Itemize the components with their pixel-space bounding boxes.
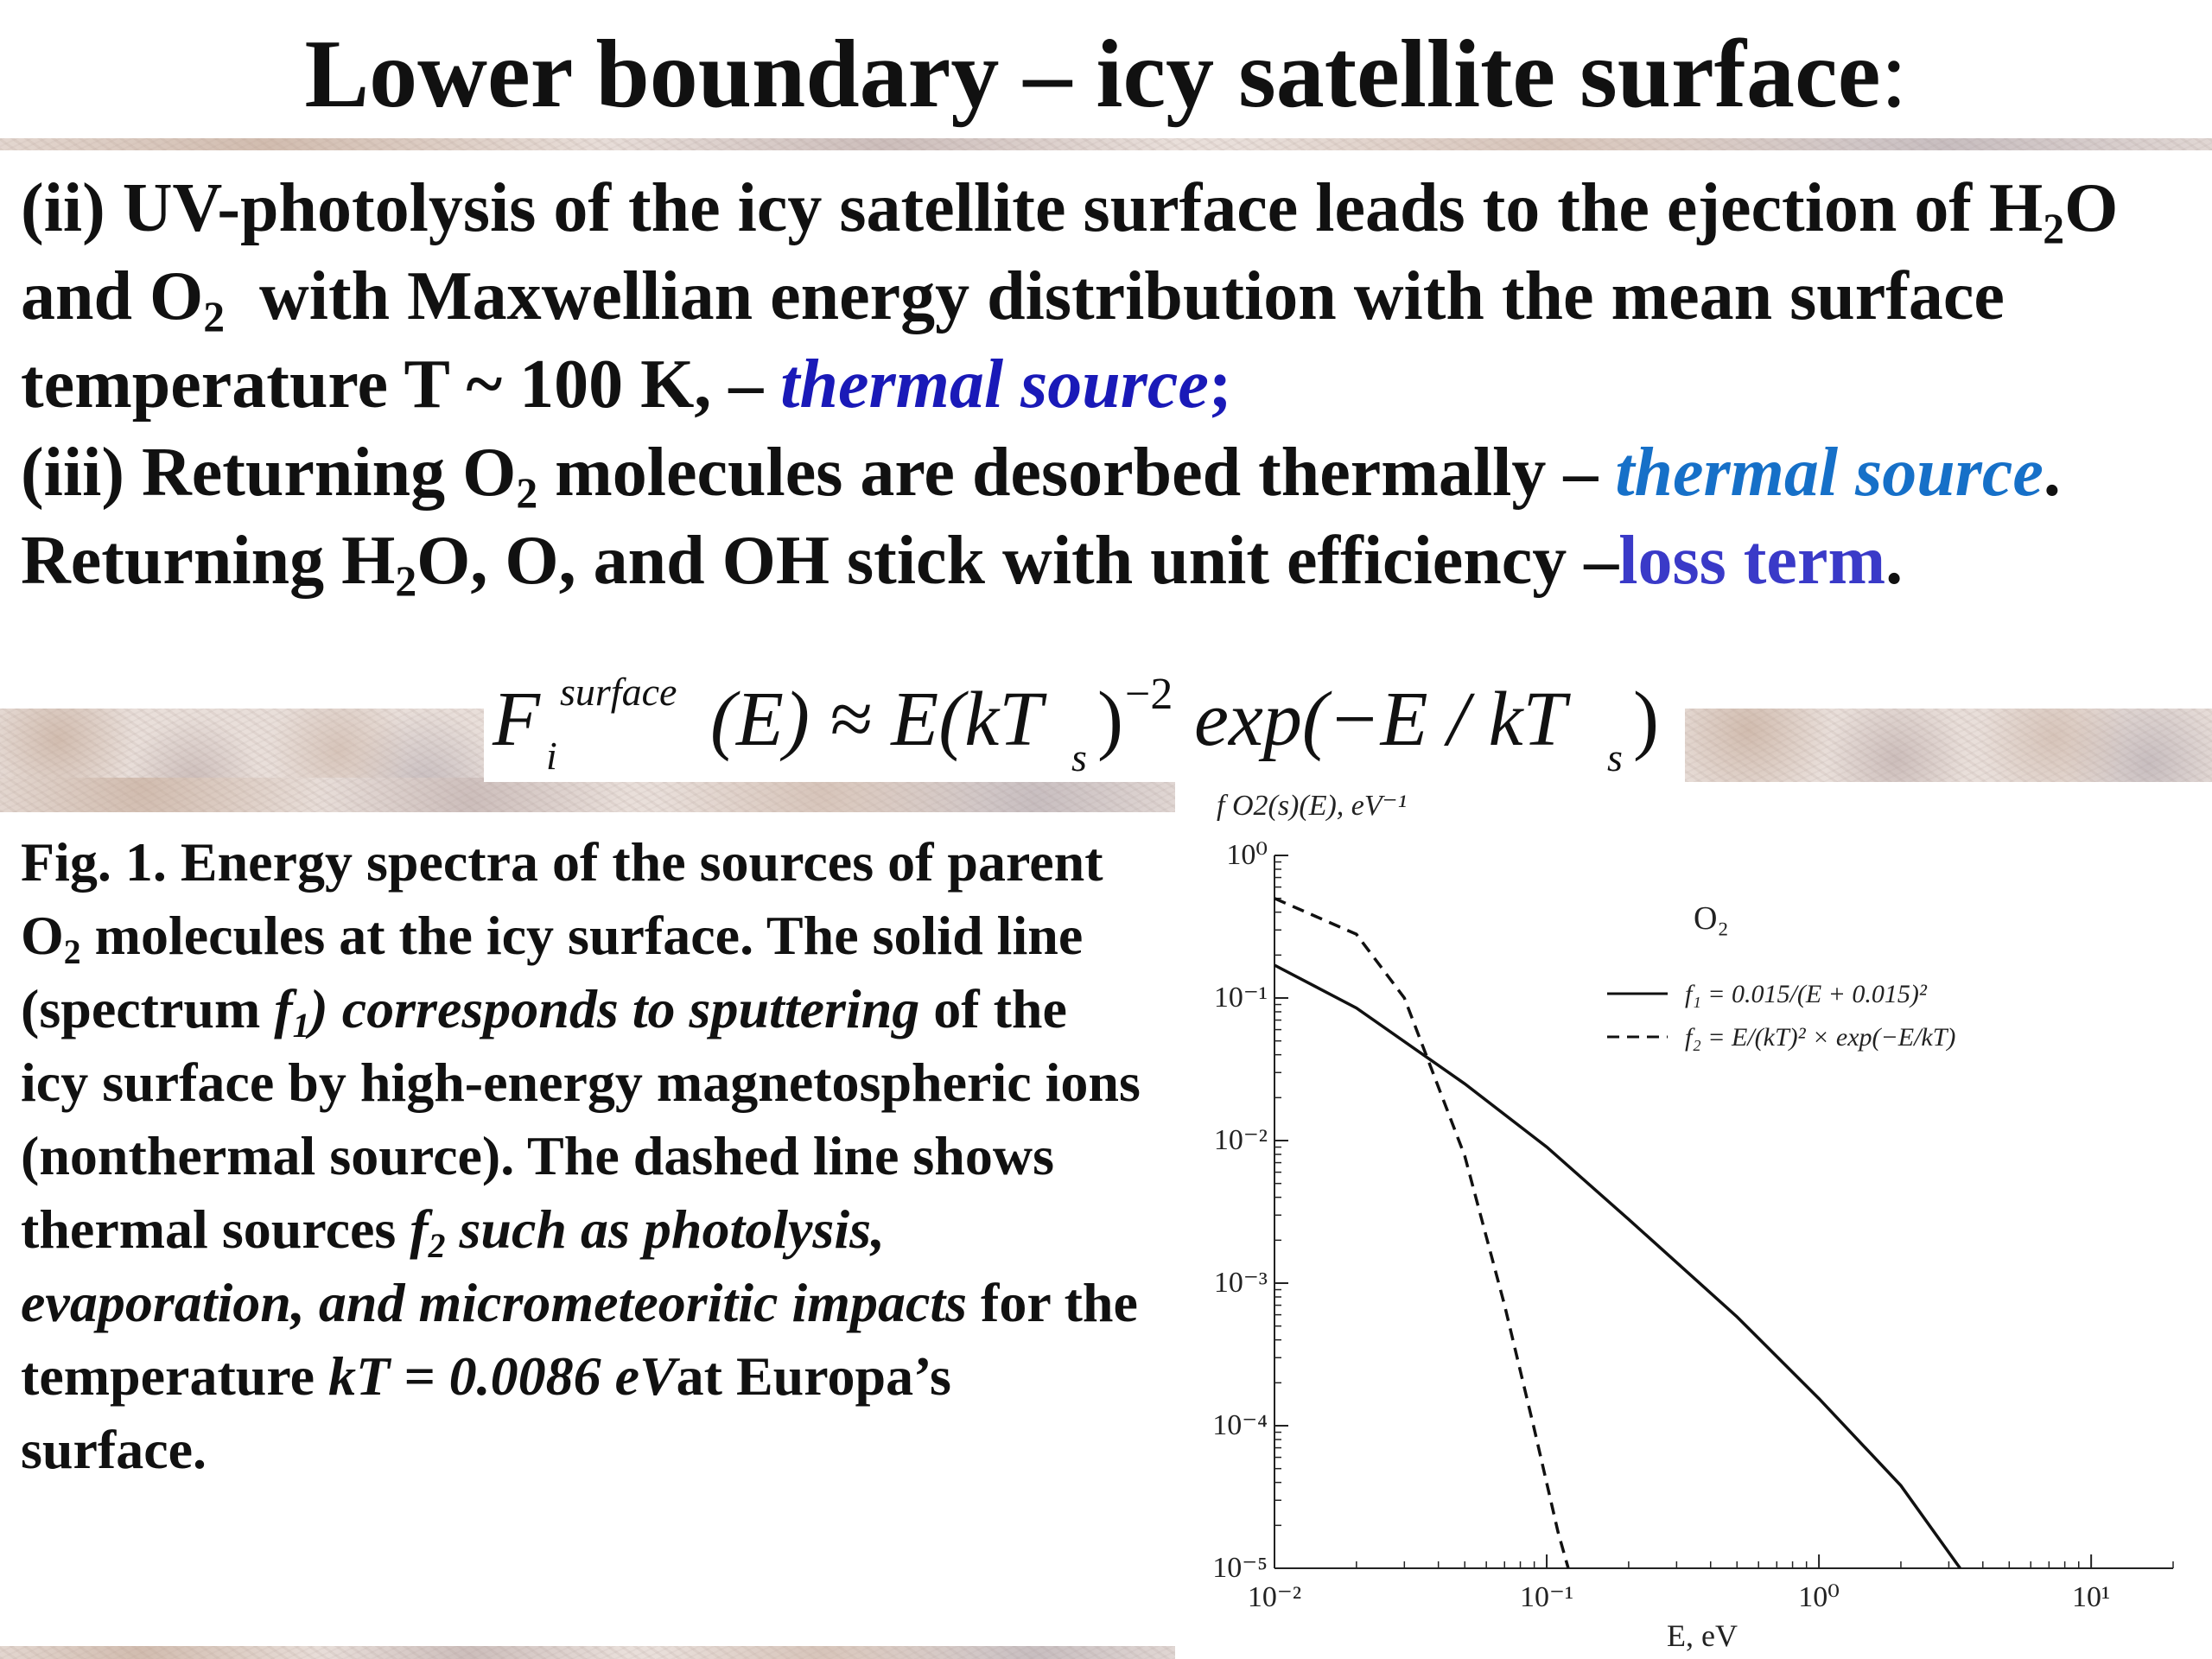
- loss-term-highlight: loss term: [1618, 523, 1886, 599]
- eq-exp: exp(−E / kT: [1194, 677, 1572, 762]
- caption-c: ) corresponds to sputtering: [309, 978, 920, 1039]
- caption-f1-sub: 1: [292, 1007, 310, 1046]
- equation-svg: F surface i (E) ≈ E(kT s ) −2 exp(−E / k…: [492, 674, 1659, 779]
- x-tick-label: 10⁻¹: [1520, 1581, 1573, 1613]
- eq-lhs: F: [492, 677, 541, 762]
- para3-text3: . Returning H: [21, 435, 2095, 599]
- thermal-source-highlight-1: thermal source: [780, 346, 1209, 423]
- caption-f1: f: [274, 978, 293, 1039]
- slide-title-colon: :: [1880, 21, 1908, 128]
- eq-end: ): [1633, 677, 1659, 762]
- eq-sub-s: s: [1071, 735, 1087, 779]
- para2-sub1: 2: [2043, 204, 2065, 252]
- chart-series: [1274, 897, 1961, 1570]
- chart-axes: [1274, 855, 2173, 1569]
- legend-label-2: f₂ = E/(kT)² × exp(−E/kT): [1685, 1023, 1955, 1052]
- para2-lead: (ii) UV-photolysis of the icy satellite …: [21, 170, 2044, 246]
- caption-a-sub: 2: [63, 933, 81, 972]
- slide-title-text: Lower boundary – icy satellite surface: [304, 21, 1881, 128]
- para2-end: ;: [1208, 346, 1232, 423]
- para3-end: .: [1885, 523, 1904, 599]
- y-tick-label: 10⁻³: [1214, 1267, 1268, 1299]
- background-texture-right: [1685, 709, 2212, 782]
- caption-b: molecules at the icy surface. The solid …: [21, 905, 1084, 1039]
- caption-d: of the icy surface by high-energy magnet…: [21, 978, 1141, 1260]
- energy-spectrum-chart: 10⁻² 10⁻¹ 10⁰ 10¹ 10⁰ 10⁻¹ 10⁻² 10⁻³ 10⁻⁴ 10⁻⁵ O₂…: [1175, 782, 2212, 1659]
- caption-a: Fig. 1. Energy spectra of the sources of…: [21, 831, 1103, 966]
- para3-sub1: 2: [516, 468, 538, 517]
- eq-close: ): [1097, 677, 1123, 762]
- background-texture-bottom: [0, 1646, 1175, 1659]
- caption-box: [0, 812, 1166, 1646]
- chart-background: [1175, 782, 2212, 1659]
- background-texture-under: [0, 778, 1175, 812]
- y-tick-label: 10⁻²: [1214, 1124, 1268, 1156]
- paragraph-ii: (ii) UV-photolysis of the icy satellite …: [21, 164, 2198, 429]
- background-texture-strip: [0, 138, 2212, 150]
- x-tick-label: 10⁰: [1798, 1581, 1840, 1613]
- x-tick-label: 10¹: [2072, 1581, 2110, 1613]
- y-tick-label: 10⁻⁵: [1212, 1552, 1268, 1584]
- para2-text2: O and O: [21, 170, 2119, 334]
- caption-e: such as photolysis, evaporation, and mic…: [21, 1198, 968, 1333]
- chart-legend: O₂ f₁ = 0.015/(E + 0.015)² f₂ = E/(kT)² × …: [1607, 900, 1955, 1052]
- chart-ticks: 10⁻² 10⁻¹ 10⁰ 10¹ 10⁰ 10⁻¹ 10⁻² 10⁻³ 10⁻⁴ 10⁻⁵: [1212, 839, 2174, 1613]
- chart-ylabel: f O2(s)(E), eV⁻¹: [1217, 790, 1407, 822]
- caption-g: for the temperature: [21, 1272, 1138, 1407]
- eq-power: −2: [1125, 674, 1173, 719]
- flux-equation: F surface i (E) ≈ E(kT s ) −2 exp(−E / k…: [484, 674, 1685, 782]
- eq-sub-s2: s: [1607, 735, 1623, 779]
- y-tick-label: 10⁻¹: [1214, 982, 1268, 1014]
- figure-caption: Fig. 1. Energy spectra of the sources of…: [21, 825, 1144, 1486]
- caption-kt: kT = 0.0086 eV: [328, 1345, 677, 1407]
- chart-xlabel: E, eV: [1667, 1618, 1738, 1653]
- para2-text3: with Maxwellian energy distribution with…: [21, 258, 2022, 423]
- caption-f2: f: [410, 1198, 429, 1260]
- caption-f2-sub: 2: [428, 1227, 446, 1266]
- slide-title: Lower boundary – icy satellite surface:: [0, 22, 2212, 126]
- y-tick-label: 10⁻⁴: [1212, 1409, 1268, 1441]
- eq-arg: (E) ≈ E(kT: [710, 677, 1047, 762]
- para3-text2: molecules are desorbed thermally –: [537, 435, 1616, 511]
- caption-h: at Europa’s surface.: [21, 1345, 951, 1480]
- eq-sub: i: [546, 734, 557, 778]
- y-tick-label: 10⁰: [1226, 839, 1268, 871]
- x-tick-label: 10⁻²: [1248, 1581, 1301, 1613]
- eq-sup: surface: [560, 674, 677, 714]
- para3-sub2: 2: [395, 556, 417, 605]
- para2-sub2: 2: [203, 292, 226, 340]
- legend-label-1: f₁ = 0.015/(E + 0.015)²: [1685, 980, 1928, 1008]
- para3-text4: O, O, and OH stick with unit efficiency …: [416, 523, 1619, 599]
- slide-body: (ii) UV-photolysis of the icy satellite …: [21, 164, 2198, 605]
- paragraph-iii: (iii) Returning O2 molecules are desorbe…: [21, 429, 2198, 605]
- para3-lead: (iii) Returning O: [21, 435, 517, 511]
- thermal-source-highlight-2: thermal source: [1615, 435, 2044, 511]
- series-f2-dashed-line: [1274, 897, 1570, 1569]
- legend-title: O₂: [1694, 900, 1729, 937]
- series-f1-solid-line: [1274, 963, 1961, 1570]
